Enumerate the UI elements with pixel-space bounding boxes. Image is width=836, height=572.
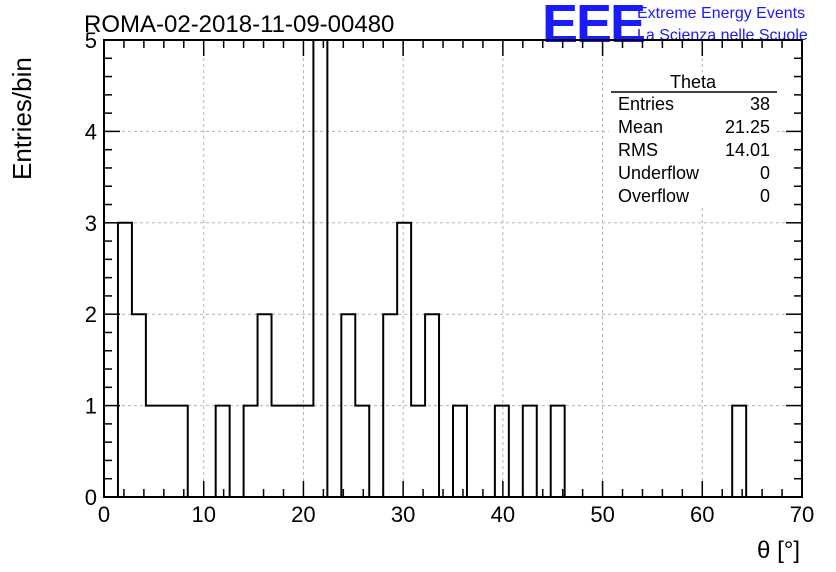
histogram-bin — [397, 223, 411, 497]
histogram-bin — [355, 406, 369, 497]
x-tick-label: 60 — [690, 502, 714, 527]
histogram-bin — [383, 314, 397, 497]
x-tick-label: 20 — [291, 502, 315, 527]
x-tick-label: 10 — [191, 502, 215, 527]
stats-label: Entries — [618, 94, 674, 114]
histogram-bin — [285, 406, 299, 497]
histogram-bin — [160, 406, 174, 497]
histogram-bin — [495, 406, 509, 497]
histogram-bin — [732, 406, 746, 497]
x-axis-title: θ [°] — [757, 537, 800, 564]
y-tick-label: 5 — [85, 28, 97, 53]
x-tick-label: 70 — [790, 502, 814, 527]
stats-label: Mean — [618, 117, 663, 137]
y-tick-label: 1 — [85, 394, 97, 419]
run-title: ROMA-02-2018-11-09-00480 — [84, 11, 394, 38]
histogram-bin — [272, 406, 286, 497]
x-tick-label: 40 — [491, 502, 515, 527]
grid — [104, 40, 802, 497]
histogram-bin — [453, 406, 467, 497]
histogram-bin — [216, 406, 230, 497]
y-tick-label: 0 — [85, 485, 97, 510]
stats-box: Theta Entries 38 Mean 21.25 RMS 14.01 Underflo… — [609, 72, 777, 208]
x-tick-label: 50 — [590, 502, 614, 527]
y-tick-label: 2 — [85, 302, 97, 327]
histogram-bin — [411, 406, 425, 497]
stats-label: RMS — [618, 140, 658, 160]
logo-mark: EEE — [542, 0, 644, 54]
stats-label: Underflow — [618, 163, 700, 183]
y-axis-title: Entries/bin — [7, 57, 37, 180]
histogram-bin — [313, 40, 327, 497]
stats-value: 14.01 — [725, 140, 770, 160]
y-tick-label: 4 — [85, 119, 97, 144]
histogram-bin — [551, 406, 565, 497]
stats-value: 0 — [760, 163, 770, 183]
stats-value: 38 — [750, 94, 770, 114]
histogram-bin — [341, 314, 355, 497]
histogram-bin — [118, 223, 132, 497]
histogram-bin — [299, 406, 313, 497]
histogram-bin — [258, 314, 272, 497]
stats-box-background — [609, 72, 777, 208]
histogram-bin — [244, 406, 258, 497]
x-tick-label: 30 — [391, 502, 415, 527]
tick-labels: 0 10 20 30 40 50 60 70 0 1 2 3 4 5 — [85, 28, 814, 527]
stats-value: 0 — [760, 186, 770, 206]
stats-rows: Entries 38 Mean 21.25 RMS 14.01 Underflow 0 Over… — [618, 94, 770, 206]
x-tick-label: 0 — [98, 502, 110, 527]
stats-value: 21.25 — [725, 117, 770, 137]
histogram-bin — [174, 406, 188, 497]
stats-label: Overflow — [618, 186, 690, 206]
plot-frame — [103, 39, 803, 498]
y-tick-label: 3 — [85, 211, 97, 236]
histogram-bin — [523, 406, 537, 497]
logo-line-1: Extreme Energy Events — [637, 5, 805, 22]
stats-title: Theta — [670, 72, 717, 92]
histogram-bin — [146, 406, 160, 497]
